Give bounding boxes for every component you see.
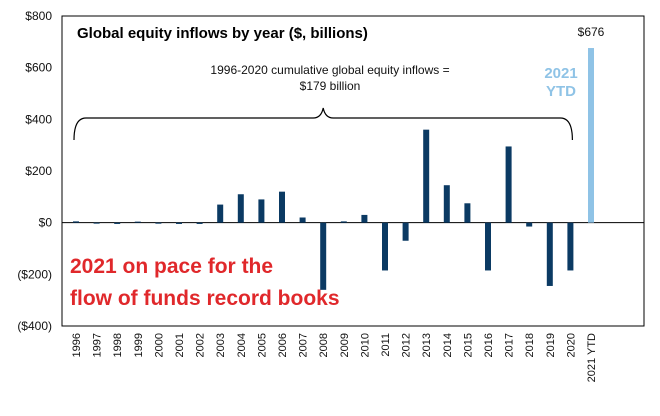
y-axis: $800 $600 $400 $200 $0 ($200) ($400) (17, 9, 52, 333)
y-tick-label: ($200) (17, 267, 52, 281)
y-tick-label: $600 (25, 61, 52, 75)
x-tick-label: 1998 (112, 333, 124, 357)
bar (485, 222, 491, 271)
bracket-text-line1: 1996-2020 cumulative global equity inflo… (210, 63, 449, 77)
ytd-label-line1: 2021 (544, 65, 577, 82)
x-tick-label: 2016 (483, 333, 495, 357)
y-tick-label: ($400) (17, 319, 52, 333)
bar (546, 222, 553, 286)
bar (155, 222, 162, 224)
x-tick-label: 2003 (215, 333, 227, 357)
x-tick-label: 2015 (462, 333, 474, 357)
x-tick-label: 2009 (339, 333, 351, 357)
bars (73, 48, 594, 290)
x-axis: 1996 1997 1998 1999 2000 2001 2002 2003 2004 2005… (71, 333, 598, 382)
bar (526, 222, 533, 227)
bar (464, 203, 471, 223)
x-tick-label: 2004 (236, 333, 248, 357)
bar (114, 222, 121, 224)
bar (196, 222, 203, 224)
x-tick-label: 2002 (195, 333, 207, 357)
x-tick-label: 2021 YTD (586, 333, 598, 382)
x-tick-label: 2014 (442, 333, 454, 357)
x-tick-label: 2020 (565, 333, 577, 357)
x-tick-label: 2005 (256, 333, 268, 357)
bar (93, 222, 100, 224)
bar (423, 129, 430, 223)
bar (134, 221, 141, 223)
bar (176, 222, 182, 224)
bar (402, 222, 409, 241)
x-tick-label: 2008 (318, 333, 330, 357)
bar (73, 221, 79, 223)
x-tick-label: 1999 (133, 333, 145, 357)
chart-title: Global equity inflows by year ($, billio… (77, 25, 368, 42)
bar (237, 194, 244, 223)
x-tick-label: 2017 (504, 333, 516, 357)
bar (443, 185, 450, 223)
x-tick-label: 2006 (277, 333, 289, 357)
ytd-label-line2: YTD (546, 83, 576, 100)
bar (340, 221, 347, 223)
callout-line1: 2021 on pace for the (70, 255, 273, 278)
y-tick-label: $0 (39, 216, 53, 230)
bar (299, 217, 306, 223)
x-tick-label: 1996 (71, 333, 83, 357)
bar (258, 199, 265, 223)
y-tick-label: $200 (25, 164, 52, 178)
x-tick-label: 2011 (380, 333, 392, 357)
x-tick-label: 2013 (421, 333, 433, 357)
callout-line2: flow of funds record books (70, 287, 340, 310)
bar (217, 204, 224, 223)
bar (320, 222, 327, 290)
bar (382, 222, 388, 271)
ytd-value-label: $676 (578, 25, 605, 39)
x-tick-label: 2018 (524, 333, 536, 357)
x-tick-label: 1997 (92, 333, 104, 357)
x-tick-label: 2007 (298, 333, 310, 357)
bar (567, 222, 574, 271)
x-tick-label: 2012 (401, 333, 413, 357)
x-tick-label: 2001 (174, 333, 186, 357)
plot-frame (61, 15, 645, 327)
x-tick-label: 2010 (359, 333, 371, 357)
y-tick-label: $400 (25, 112, 52, 126)
bar (361, 214, 368, 223)
x-tick-label: 2000 (153, 333, 165, 357)
bar (279, 191, 285, 223)
y-tick-label: $800 (25, 9, 52, 23)
bracket-text-line2: $179 billion (300, 79, 361, 93)
bar (505, 146, 512, 223)
x-tick-label: 2019 (545, 333, 557, 357)
bar (588, 48, 594, 223)
bracket (73, 107, 573, 141)
